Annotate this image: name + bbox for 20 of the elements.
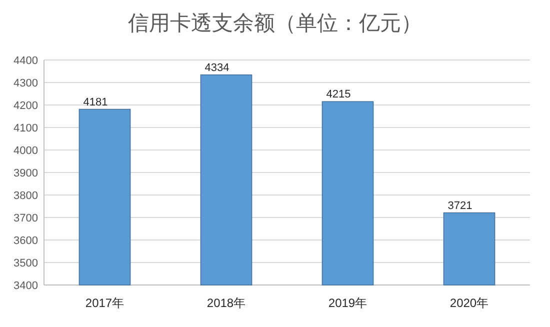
x-tick-label: 2020年 bbox=[450, 296, 489, 310]
y-tick-label: 3800 bbox=[14, 190, 38, 202]
data-label: 4181 bbox=[83, 96, 108, 108]
data-label: 4334 bbox=[204, 62, 230, 74]
title: 信用卡透支余额（单位：亿元） bbox=[128, 12, 422, 35]
y-tick-label: 4000 bbox=[14, 145, 38, 157]
y-tick-label: 3600 bbox=[14, 235, 38, 247]
y-tick-label: 3700 bbox=[14, 212, 38, 224]
y-tick-label: 3400 bbox=[14, 280, 38, 292]
data-label: 3721 bbox=[448, 200, 472, 212]
x-tick-label: 2018年 bbox=[206, 296, 246, 310]
y-tick-label: 4200 bbox=[14, 100, 38, 112]
y-tick-label: 3500 bbox=[14, 258, 38, 270]
y-tick-label: 4300 bbox=[14, 78, 38, 90]
x-tick-label: 2017年 bbox=[85, 296, 124, 310]
y-tick-label: 3900 bbox=[14, 168, 38, 180]
y-tick-label: 4400 bbox=[14, 55, 38, 67]
x-tick-label: 2019年 bbox=[328, 296, 368, 310]
y-tick-label: 4100 bbox=[14, 122, 38, 134]
data-label: 4215 bbox=[326, 88, 351, 101]
